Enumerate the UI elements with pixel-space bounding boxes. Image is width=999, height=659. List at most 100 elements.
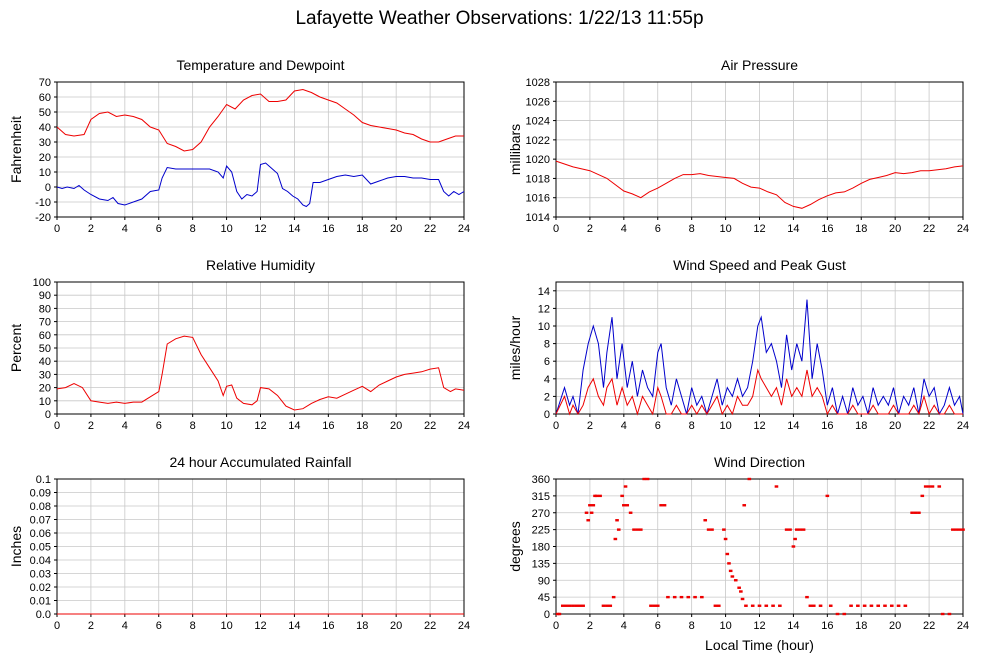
- y-tick-label: 50: [39, 107, 51, 119]
- chart-title: Relative Humidity: [206, 257, 315, 273]
- direction-point: [616, 528, 621, 531]
- x-tick-label: 4: [621, 620, 627, 632]
- direction-point: [744, 604, 748, 607]
- x-tick-label: 6: [156, 223, 162, 235]
- x-tick-label: 24: [458, 420, 470, 432]
- chart-title: Wind Speed and Peak Gust: [673, 257, 846, 273]
- y-tick-label: 0: [544, 409, 550, 421]
- x-tick-label: 18: [855, 420, 867, 432]
- x-tick-label: 0: [553, 223, 559, 235]
- chart-title: Air Pressure: [721, 57, 798, 73]
- direction-point: [564, 604, 568, 607]
- y-tick-label: 0.01: [30, 596, 51, 608]
- direction-point: [903, 604, 908, 607]
- direction-point: [662, 504, 667, 507]
- y-tick-label: 60: [39, 330, 51, 342]
- direction-point: [856, 604, 860, 607]
- direction-point: [811, 604, 816, 607]
- y-tick-label: 10: [39, 167, 51, 179]
- y-tick-label: 0: [45, 182, 51, 194]
- x-tick-label: 4: [621, 420, 627, 432]
- x-tick-label: 10: [719, 620, 731, 632]
- y-tick-label: 1026: [526, 96, 550, 108]
- x-tick-label: 22: [424, 420, 436, 432]
- page-title: Lafayette Weather Observations: 1/22/13 …: [295, 8, 704, 29]
- x-tick-label: 10: [220, 620, 232, 632]
- direction-point: [611, 595, 616, 599]
- direction-point: [940, 612, 945, 616]
- x-tick-label: 0: [553, 620, 559, 632]
- x-tick-label: 22: [923, 620, 935, 632]
- direction-point: [728, 569, 733, 573]
- direction-point: [784, 528, 789, 531]
- direction-point: [876, 604, 881, 607]
- direction-point: [713, 604, 718, 607]
- series-line-red: [56, 88, 464, 152]
- direction-point: [801, 528, 806, 531]
- x-tick-label: 20: [889, 223, 901, 235]
- direction-point: [584, 511, 589, 514]
- direction-point: [947, 612, 952, 616]
- x-tick-label: 4: [122, 223, 128, 235]
- y-tick-label: 1022: [526, 135, 550, 147]
- x-axis-label: Local Time (hour): [705, 637, 814, 653]
- direction-point: [574, 604, 579, 607]
- direction-point: [733, 579, 738, 582]
- y-tick-label: 80: [39, 303, 51, 315]
- direction-point: [622, 504, 626, 507]
- x-tick-label: 12: [753, 420, 765, 432]
- x-tick-label: 6: [655, 223, 661, 235]
- x-tick-label: 12: [254, 620, 266, 632]
- x-tick-label: 16: [821, 420, 833, 432]
- y-tick-label: 0.04: [30, 555, 51, 567]
- x-tick-label: 8: [689, 223, 695, 235]
- direction-point: [586, 519, 591, 522]
- y-tick-label: 70: [39, 77, 51, 89]
- direction-point: [642, 477, 646, 481]
- x-tick-label: 14: [288, 420, 300, 432]
- x-tick-label: 8: [689, 620, 695, 632]
- x-tick-label: 24: [458, 620, 470, 632]
- direction-point: [937, 485, 942, 488]
- direction-point: [825, 494, 830, 498]
- direction-point: [725, 552, 730, 556]
- direction-point: [869, 604, 874, 607]
- y-tick-label: 0.06: [30, 528, 51, 540]
- chart-title: 24 hour Accumulated Rainfall: [169, 454, 351, 470]
- direction-point: [601, 604, 606, 607]
- direction-point: [835, 612, 840, 616]
- direction-point: [722, 528, 726, 531]
- y-tick-label: 45: [538, 592, 550, 604]
- direction-point: [913, 511, 918, 514]
- y-tick-label: 135: [532, 558, 550, 570]
- x-tick-label: 14: [787, 620, 799, 632]
- y-tick-label: 180: [532, 542, 550, 554]
- direction-point: [666, 595, 670, 599]
- y-axis-label: millibars: [507, 124, 523, 175]
- series-line-red: [56, 335, 465, 411]
- y-tick-label: 1016: [526, 193, 550, 205]
- direction-point: [730, 575, 735, 578]
- chart-title: Wind Direction: [714, 454, 805, 470]
- direction-point: [623, 485, 628, 488]
- direction-point: [717, 604, 721, 607]
- y-tick-label: 10: [39, 396, 51, 408]
- series-line-blue: [555, 299, 964, 416]
- direction-point: [581, 604, 585, 607]
- y-tick-label: 12: [538, 303, 550, 315]
- y-tick-label: 1024: [526, 116, 550, 128]
- direction-point: [589, 511, 594, 514]
- y-tick-label: 0.0: [36, 609, 51, 621]
- direction-point: [620, 494, 624, 498]
- direction-point: [703, 519, 708, 522]
- x-tick-label: 24: [458, 223, 470, 235]
- direction-point: [605, 604, 609, 607]
- direction-point: [723, 537, 728, 541]
- direction-point: [727, 562, 731, 565]
- x-tick-label: 20: [889, 620, 901, 632]
- direction-point: [920, 494, 925, 498]
